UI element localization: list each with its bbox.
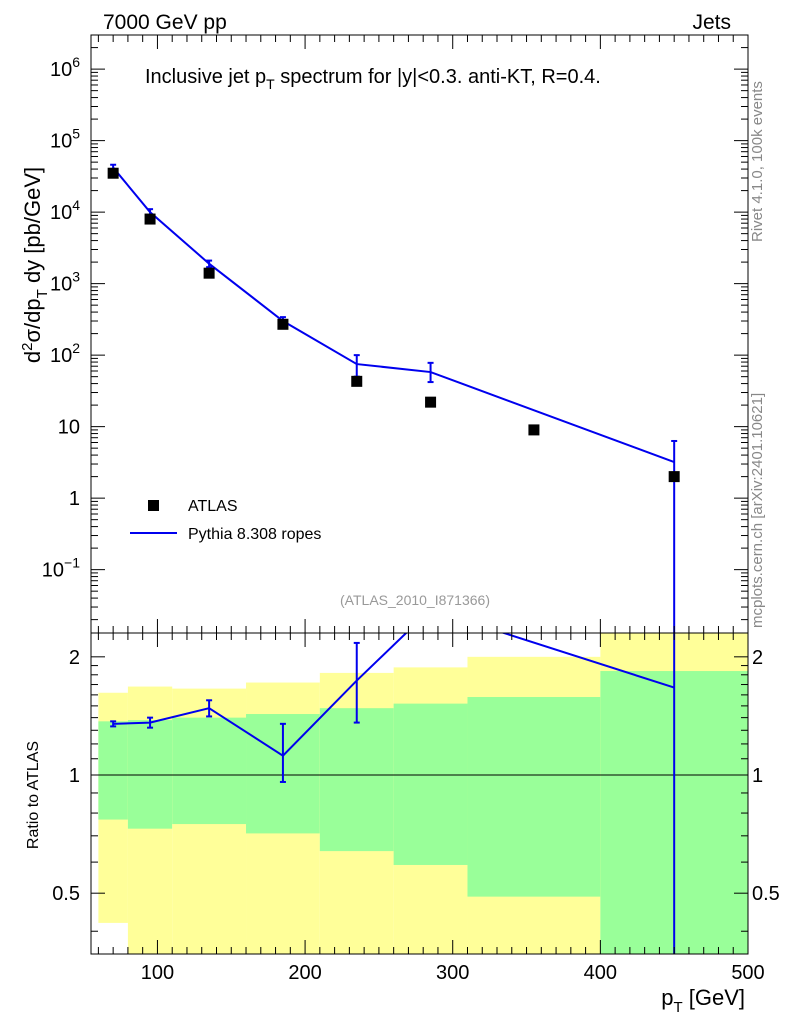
legend-atlas-marker [148,500,159,511]
legend-pythia-label: Pythia 8.308 ropes [188,526,321,543]
atlas-data-point [351,375,363,387]
ratio-band-green [467,697,601,897]
ratio-y-axis-ticks: 0.5 0.5 1 1 2 2 [52,647,780,932]
main-y-tick-label: 106 [50,54,80,81]
ratio-band-green [172,717,247,825]
main-y-axis-label: d2σ/dpT dy [pb/GeV] [19,167,51,363]
x-axis-label: pT [GeV] [661,985,745,1016]
chart-title-prefix: Inclusive jet p [145,66,266,88]
atlas-data-point [277,318,289,330]
x-tick-label: 400 [584,962,617,984]
atlas-data-point [144,213,156,225]
main-y-tick-label: 10−1 [42,555,80,582]
main-y-axis-ticks: 10−1 1 10 102 103 104 105 106 [42,34,748,621]
main-y-tick-label: 103 [50,269,80,296]
x-tick-label: 100 [141,962,174,984]
ratio-band-green [319,708,394,852]
legend: ATLAS Pythia 8.308 ropes [130,498,321,543]
ratio-plot-frame [90,632,749,955]
x-tick-label: 500 [731,962,764,984]
atlas-data-point [203,267,215,279]
chart-title: Inclusive jet pT spectrum for |y|<0.3. a… [145,66,601,92]
pythia-line [112,166,675,463]
mcplots-credit-label: mcplots.cern.ch [arXiv:2401.10621] [749,393,766,628]
ratio-band-green [127,720,173,829]
ratio-y-axis-label: Ratio to ATLAS [25,741,42,849]
atlas-data-point [425,396,437,408]
atlas-data-point [107,167,119,179]
main-plot-frame [90,34,749,634]
atlas-data-point [528,424,540,436]
main-y-tick-label: 10 [58,417,80,439]
ratio-band-green [393,703,468,865]
main-y-tick-label: 105 [50,126,80,153]
rivet-version-label: Rivet 4.1.0, 100k events [749,81,766,242]
main-data-series [107,167,680,483]
main-y-tick-label: 104 [50,197,80,224]
main-y-tick-label: 102 [50,340,80,367]
atlas-data-point [668,471,680,483]
legend-atlas-label: ATLAS [188,498,238,515]
analysis-id-label: (ATLAS_2010_I871366) [340,592,490,608]
ratio-band-green [98,721,128,820]
ratio-y-tick-label-left: 0.5 [52,883,80,905]
ratio-y-tick-label-right: 0.5 [752,883,780,905]
ratio-uncertainty-bands [98,633,748,954]
ratio-y-tick-label-right: 1 [752,765,763,787]
process-label: Jets [692,11,731,34]
ratio-y-tick-label-left: 1 [69,765,80,787]
chart-title-suffix: spectrum for |y|<0.3. anti-KT, R=0.4. [275,66,601,88]
x-tick-label: 200 [288,962,321,984]
main-mc-series [110,163,678,633]
chart-title-subscript: T [266,76,275,92]
ratio-mc-series [110,633,676,954]
energy-label: 7000 GeV pp [103,11,227,34]
ratio-y-tick-label-right: 2 [752,647,763,669]
main-y-tick-label: 1 [69,488,80,510]
x-axis-ticks: 100 200 300 400 500 [97,35,765,984]
x-tick-label: 300 [436,962,469,984]
ratio-y-tick-label-left: 2 [69,647,80,669]
